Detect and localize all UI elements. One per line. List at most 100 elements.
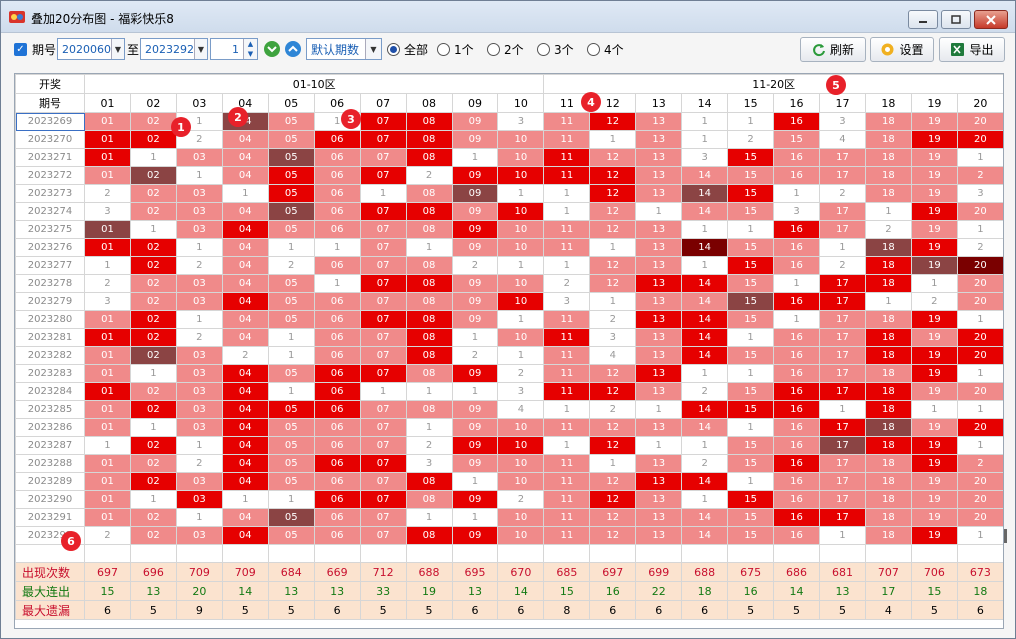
table-row[interactable]: 2023287 1 02 1 04 05 06 07 2 09 10 1 12 1 1 15 16 17 18 19 1 — [15, 436, 1003, 455]
grid-cell[interactable]: 1 — [543, 202, 591, 221]
grid-cell[interactable]: 12 — [589, 166, 637, 185]
grid-cell[interactable]: 14 — [681, 472, 729, 491]
table-row[interactable]: 2023269010210405107080931112131116318192… — [15, 112, 1003, 131]
grid-cell[interactable]: 05 — [267, 274, 315, 293]
grid-cell[interactable]: 2 — [864, 220, 912, 239]
grid-cell[interactable]: 16 — [773, 436, 820, 455]
grid-cell[interactable]: 14 — [681, 202, 729, 221]
grid-cell[interactable]: 1 — [956, 310, 1003, 329]
grid-cell[interactable]: 02 — [129, 274, 177, 293]
grid-cell[interactable]: 08 — [405, 526, 453, 545]
grid-cell[interactable]: 1 — [129, 148, 177, 167]
grid-cell[interactable]: 19 — [910, 418, 958, 437]
table-row[interactable]: 2023292 2 02 03 04 05 06 07 08 09 10 11 12 13 14 15 16 1 1… — [15, 526, 1003, 545]
grid-cell[interactable]: 09 — [451, 400, 499, 419]
grid-cell[interactable]: 17 — [819, 310, 866, 329]
table-row[interactable]: 2023277 1 02 2 04 2 06 07 08 2 1 1 12 13 1 15 16 2 18 19 20 — [15, 256, 1003, 275]
grid-cell[interactable]: 1 — [497, 310, 545, 329]
radio-3[interactable]: 3个 — [537, 38, 574, 60]
grid-cell[interactable]: 10 — [497, 130, 545, 149]
grid-cell[interactable]: 15 — [727, 238, 775, 257]
grid-cell[interactable]: 1 — [405, 238, 453, 257]
grid-cell[interactable]: 03 — [175, 148, 223, 167]
grid-cell[interactable]: 19 — [910, 364, 958, 383]
grid-cell[interactable]: 16 — [773, 256, 820, 275]
grid-cell[interactable]: 04 — [221, 418, 269, 437]
grid-cell[interactable]: 07 — [359, 256, 407, 275]
grid-cell[interactable]: 13 — [635, 148, 683, 167]
grid-cell[interactable]: 17 — [819, 346, 866, 365]
grid-cell[interactable]: 07 — [359, 292, 407, 311]
grid-cell[interactable]: 2 — [84, 526, 131, 545]
grid-cell[interactable]: 4 — [497, 400, 545, 419]
grid-cell[interactable]: 02 — [129, 130, 177, 149]
grid-cell[interactable]: 1 — [956, 436, 1003, 455]
grid-cell[interactable]: 19 — [910, 238, 958, 257]
table-row[interactable]: 2023285 01 02 03 04 05 06 07 08 09 4 1 2 1 14 15 16 1 18 1 1 — [15, 400, 1003, 419]
grid-cell[interactable]: 04 — [221, 130, 269, 149]
grid-cell[interactable]: 04 — [221, 256, 269, 275]
grid-cell[interactable]: 01 — [84, 130, 131, 149]
grid-cell[interactable]: 20 — [956, 130, 1003, 149]
grid-cell[interactable]: 2 — [589, 310, 637, 329]
grid-cell[interactable]: 16 — [773, 346, 820, 365]
grid-cell[interactable]: 11 — [543, 508, 591, 527]
grid-cell[interactable]: 1 — [681, 220, 729, 239]
grid-cell[interactable]: 09 — [451, 490, 499, 509]
grid-cell[interactable]: 10 — [497, 328, 545, 347]
grid-cell[interactable]: 15 — [727, 490, 775, 509]
grid-cell[interactable]: 20 — [956, 292, 1003, 311]
grid-cell[interactable]: 11 — [543, 490, 591, 509]
grid-cell[interactable]: 19 — [910, 310, 958, 329]
grid-cell[interactable]: 1 — [221, 184, 269, 203]
grid-cell[interactable]: 05 — [267, 112, 315, 131]
grid-cell[interactable]: 15 — [727, 202, 775, 221]
grid-cell[interactable]: 02 — [129, 292, 177, 311]
grid-cell[interactable]: 12 — [589, 220, 637, 239]
grid-cell[interactable]: 13 — [635, 130, 683, 149]
grid-cell[interactable]: 3 — [543, 292, 591, 311]
grid-cell[interactable]: 06 — [313, 256, 361, 275]
table-row[interactable]: 2023282 01 02 03 2 1 06 07 08 2 1 11 4 13 14 15 16 17 18 19… — [15, 346, 1003, 365]
grid-cell[interactable]: 19 — [910, 166, 958, 185]
grid-cell[interactable]: 19 — [910, 202, 958, 221]
grid-cell[interactable]: 1 — [681, 256, 729, 275]
grid-cell[interactable]: 20 — [956, 256, 1003, 275]
grid-cell[interactable]: 06 — [313, 328, 361, 347]
grid-cell[interactable]: 06 — [313, 454, 361, 473]
grid-cell[interactable]: 1 — [543, 256, 591, 275]
grid-cell[interactable]: 14 — [681, 274, 729, 293]
grid-cell[interactable]: 17 — [819, 382, 866, 401]
grid-cell[interactable]: 09 — [451, 202, 499, 221]
grid-cell[interactable]: 06 — [313, 148, 361, 167]
grid-cell[interactable]: 19 — [910, 454, 958, 473]
grid-cell[interactable]: 1 — [84, 436, 131, 455]
grid-cell[interactable]: 1 — [175, 166, 223, 185]
settings-button[interactable]: 设置 — [870, 37, 934, 62]
grid-cell[interactable]: 2 — [819, 184, 866, 203]
grid-cell[interactable]: 04 — [221, 400, 269, 419]
grid-cell[interactable]: 1 — [635, 202, 683, 221]
grid-cell[interactable]: 09 — [451, 166, 499, 185]
grid-cell[interactable]: 18 — [864, 472, 912, 491]
grid-cell[interactable]: 1 — [84, 256, 131, 275]
grid-cell[interactable]: 15 — [773, 130, 820, 149]
grid-cell[interactable]: 06 — [313, 184, 361, 203]
grid-cell[interactable]: 03 — [175, 292, 223, 311]
grid-cell[interactable]: 06 — [313, 490, 361, 509]
export-button[interactable]: 导出 — [939, 37, 1005, 62]
grid-cell[interactable]: 20 — [956, 472, 1003, 491]
grid-cell[interactable]: 06 — [313, 310, 361, 329]
grid-cell[interactable]: 05 — [267, 148, 315, 167]
grid-cell[interactable]: 16 — [773, 238, 820, 257]
grid-cell[interactable]: 08 — [405, 220, 453, 239]
grid-cell[interactable]: 1 — [727, 364, 775, 383]
grid-cell[interactable]: 01 — [84, 400, 131, 419]
grid-cell[interactable]: 11 — [543, 220, 591, 239]
grid-cell[interactable]: 19 — [910, 184, 958, 203]
grid-cell[interactable]: 1 — [681, 490, 729, 509]
grid-cell[interactable]: 14 — [681, 292, 729, 311]
grid-cell[interactable]: 3 — [681, 148, 729, 167]
grid-cell[interactable]: 07 — [359, 436, 407, 455]
grid-cell[interactable]: 12 — [589, 112, 637, 131]
